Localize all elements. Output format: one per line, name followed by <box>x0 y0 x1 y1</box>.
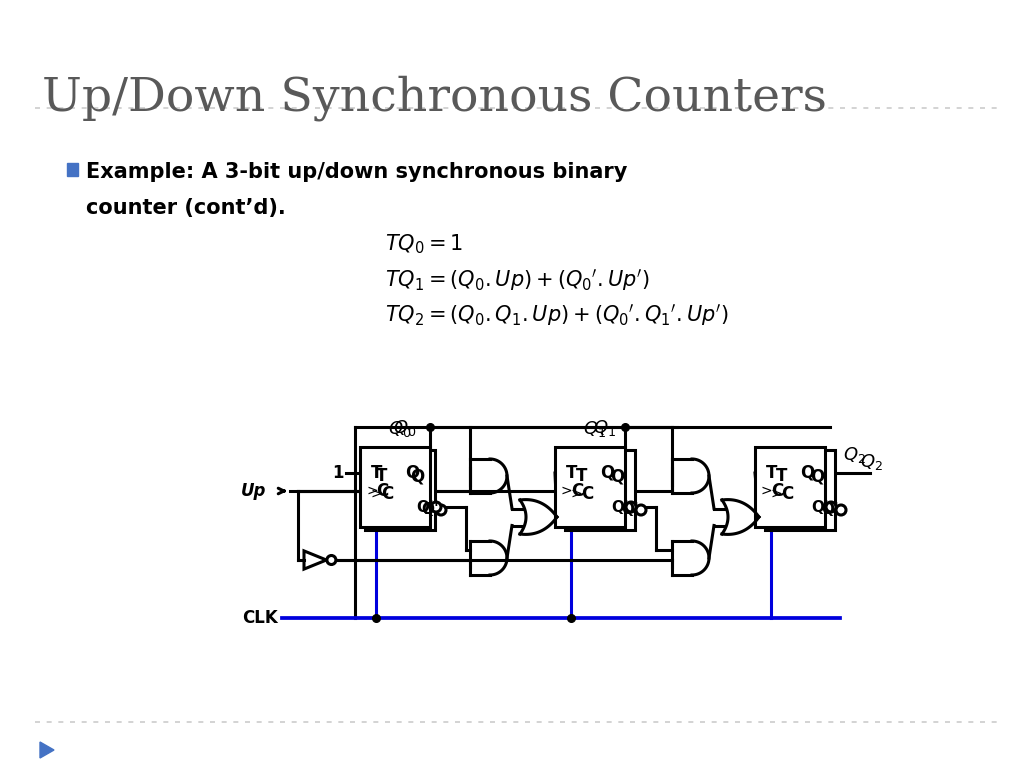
Text: $Q_1$: $Q_1$ <box>594 418 616 438</box>
Text: Q: Q <box>600 464 614 482</box>
Text: $\mathit{TQ}_1 = (\mathit{Q}_0.\mathit{Up}) + (\mathit{Q}_0{}'\mathit{.Up}')$: $\mathit{TQ}_1 = (\mathit{Q}_0.\mathit{U… <box>385 267 649 293</box>
Text: $Q_2$: $Q_2$ <box>860 452 883 472</box>
Text: Up: Up <box>241 482 266 500</box>
Text: C: C <box>771 482 783 500</box>
Text: Q': Q' <box>416 499 434 515</box>
Text: Example: A 3-bit up/down synchronous binary: Example: A 3-bit up/down synchronous bin… <box>86 162 628 182</box>
Text: CLK: CLK <box>243 609 278 627</box>
Text: Q: Q <box>404 464 419 482</box>
Text: C: C <box>571 482 584 500</box>
Text: Q': Q' <box>811 499 828 515</box>
Circle shape <box>636 505 646 515</box>
Text: T: T <box>371 464 382 482</box>
Text: T: T <box>376 467 387 485</box>
Polygon shape <box>40 742 54 758</box>
Text: Q': Q' <box>621 502 639 518</box>
Text: >: > <box>571 487 583 501</box>
Text: $Q_2$: $Q_2$ <box>843 445 866 465</box>
Text: Q': Q' <box>421 502 438 518</box>
Text: >: > <box>771 487 782 501</box>
Text: Up/Down Synchronous Counters: Up/Down Synchronous Counters <box>42 75 826 121</box>
Circle shape <box>626 502 636 512</box>
Text: $Q_0$: $Q_0$ <box>393 418 417 438</box>
Text: >: > <box>561 484 572 498</box>
Circle shape <box>327 555 336 564</box>
Text: $\mathit{TQ}_2 = ( \mathit{Q}_0.\mathit{Q}_1.\mathit{Up} ) + (\mathit{Q}_0{}'. \: $\mathit{TQ}_2 = ( \mathit{Q}_0.\mathit{… <box>385 302 728 328</box>
Bar <box>755 447 825 527</box>
Text: Q': Q' <box>821 502 839 518</box>
Circle shape <box>431 502 441 512</box>
Text: C: C <box>581 485 593 503</box>
Text: $Q_0$: $Q_0$ <box>388 419 412 439</box>
Text: T: T <box>575 467 588 485</box>
Bar <box>365 450 435 530</box>
Text: Q: Q <box>800 464 814 482</box>
Text: Q: Q <box>810 467 824 485</box>
Text: Q': Q' <box>611 499 629 515</box>
Bar <box>565 450 635 530</box>
Text: Q: Q <box>410 467 424 485</box>
Text: $Q_1$: $Q_1$ <box>584 419 606 439</box>
Circle shape <box>826 502 836 512</box>
Bar <box>555 447 625 527</box>
Bar <box>765 450 835 530</box>
Text: >: > <box>371 487 383 501</box>
Text: C: C <box>381 485 393 503</box>
Text: Q: Q <box>609 467 624 485</box>
Text: counter (cont’d).: counter (cont’d). <box>86 198 286 218</box>
Text: C: C <box>376 482 388 500</box>
Text: >: > <box>761 484 773 498</box>
Bar <box>360 447 430 527</box>
Text: T: T <box>766 464 777 482</box>
Text: >: > <box>366 484 378 498</box>
Circle shape <box>436 505 446 515</box>
Bar <box>67 163 78 176</box>
Text: T: T <box>776 467 787 485</box>
Text: $\mathit{TQ}_0 = 1$: $\mathit{TQ}_0 = 1$ <box>385 232 463 256</box>
Text: C: C <box>781 485 794 503</box>
Circle shape <box>836 505 846 515</box>
Text: T: T <box>566 464 578 482</box>
Text: 1: 1 <box>332 464 344 482</box>
